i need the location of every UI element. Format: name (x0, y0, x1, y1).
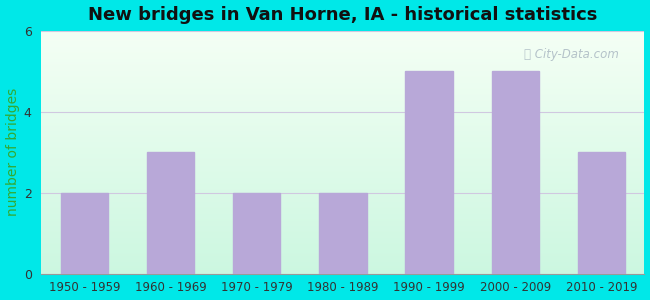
Title: New bridges in Van Horne, IA - historical statistics: New bridges in Van Horne, IA - historica… (88, 6, 597, 24)
Bar (233, 193, 281, 274)
Bar (406, 71, 453, 274)
Bar (319, 193, 367, 274)
Bar (147, 152, 194, 274)
Bar (61, 193, 108, 274)
Bar (578, 152, 625, 274)
Y-axis label: number of bridges: number of bridges (6, 88, 20, 216)
Bar (491, 71, 539, 274)
Text: ⓘ City-Data.com: ⓘ City-Data.com (524, 48, 619, 61)
